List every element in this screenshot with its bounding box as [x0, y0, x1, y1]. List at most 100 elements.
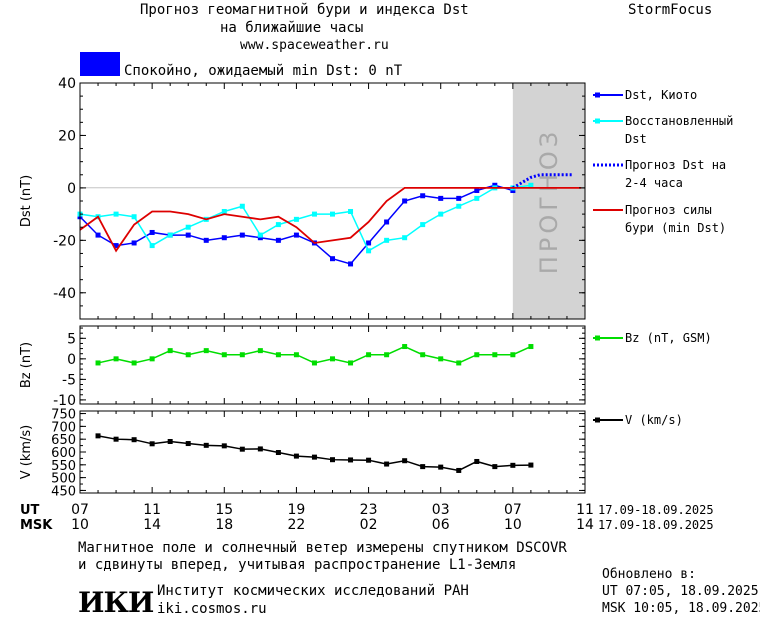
- data-point-2-0-21: [474, 458, 480, 464]
- msk-tick-label-2: 18: [215, 517, 233, 533]
- data-point-1-0-7: [221, 352, 227, 358]
- data-point-1-0-23: [510, 352, 516, 358]
- data-point-2-0-22: [492, 464, 498, 470]
- data-point-0-0-15: [348, 261, 354, 267]
- legend-label-0-1-1: Dst: [625, 132, 647, 146]
- y-tick-label-2-3: 600: [51, 446, 76, 461]
- data-point-1-0-13: [330, 356, 335, 362]
- y-tick-label-1-1: 0: [67, 352, 76, 368]
- y-tick-label-2-6: 450: [51, 484, 76, 499]
- chart-title: Прогноз геомагнитной бури и индекса Dst: [140, 2, 469, 18]
- data-point-1-0-0: [95, 360, 101, 366]
- plot-frame-0: [79, 82, 586, 320]
- ut-tick-label-3: 19: [288, 502, 306, 518]
- data-point-0-1-18: [402, 235, 408, 241]
- ut-tick-label-5: 03: [432, 502, 450, 518]
- legend-label-2-0-0: V (km/s): [625, 413, 683, 427]
- data-point-1-0-5: [185, 352, 191, 358]
- data-point-0-1-6: [185, 224, 191, 230]
- plot-frame-2: [79, 410, 586, 494]
- data-point-0-0-14: [330, 256, 335, 262]
- y-tick-label-2-4: 550: [51, 459, 76, 474]
- ut-axis-label: UT: [20, 503, 40, 518]
- y-tick-label-2-0: 750: [51, 408, 76, 423]
- institute-name: Институт космических исследований РАН: [157, 583, 469, 599]
- data-point-2-0-10: [275, 450, 281, 456]
- series-line-2-0: [97, 435, 531, 472]
- legend-label-1-0-0: Bz (nT, GSM): [625, 331, 712, 345]
- legend-label-0-3-1: бури (min Dst): [625, 221, 726, 235]
- legend-label-0-3-0: Прогноз силы: [625, 203, 712, 217]
- ut-tick-label-4: 23: [360, 502, 378, 518]
- data-point-0-1-2: [113, 211, 119, 217]
- data-point-0-0-6: [185, 232, 191, 238]
- updated-msk: MSK 10:05, 18.09.2025: [602, 601, 760, 616]
- ut-tick-label-7: 11: [576, 502, 594, 518]
- series-line-0-2: [512, 173, 573, 190]
- data-point-0-0-3: [131, 240, 137, 246]
- ut-tick-label-1: 11: [143, 502, 161, 518]
- data-point-1-0-14: [348, 360, 354, 366]
- data-point-2-0-18: [420, 464, 426, 470]
- data-point-0-0-11: [275, 237, 281, 243]
- data-point-0-0-8: [221, 235, 227, 241]
- data-point-0-1-3: [131, 214, 137, 220]
- y-axis-title-2: V (km/s): [19, 425, 34, 480]
- data-point-2-0-23: [510, 462, 516, 468]
- data-point-1-0-2: [131, 360, 137, 366]
- data-point-2-0-9: [257, 446, 263, 452]
- data-point-1-0-16: [384, 352, 390, 358]
- data-point-0-0-23: [492, 182, 498, 188]
- data-point-0-1-25: [528, 182, 534, 188]
- data-point-0-1-20: [438, 211, 444, 217]
- data-point-1-0-12: [311, 360, 317, 366]
- data-point-0-0-4: [149, 229, 155, 235]
- legend-label-0-1-0: Восстановленный: [625, 114, 733, 128]
- data-point-0-0-18: [402, 198, 408, 204]
- storm-status-swatch: [80, 52, 120, 76]
- msk-tick-label-0: 10: [71, 517, 89, 533]
- data-point-0-1-22: [474, 195, 480, 201]
- data-point-2-0-14: [348, 457, 354, 463]
- data-point-0-1-16: [366, 248, 372, 254]
- y-tick-label-1-2: -5: [62, 372, 76, 388]
- msk-tick-label-7: 14: [576, 517, 594, 533]
- data-point-0-1-21: [456, 203, 462, 209]
- data-point-0-1-15: [348, 208, 354, 214]
- data-point-0-1-8: [221, 208, 227, 214]
- data-point-0-0-9: [239, 232, 245, 238]
- site-url: www.spaceweather.ru: [240, 38, 389, 53]
- y-tick-label-1-3: -10: [53, 393, 76, 409]
- institute-url[interactable]: iki.cosmos.ru: [157, 601, 267, 617]
- data-point-0-1-14: [330, 211, 335, 217]
- msk-tick-label-4: 02: [360, 517, 378, 533]
- data-point-0-1-10: [257, 232, 263, 238]
- data-point-2-0-5: [185, 441, 191, 447]
- data-point-2-0-13: [330, 457, 335, 463]
- msk-tick-label-5: 06: [432, 517, 450, 533]
- data-point-0-1-5: [167, 232, 173, 238]
- data-point-0-0-24: [510, 188, 516, 194]
- data-point-0-0-20: [438, 195, 444, 201]
- data-point-0-1-11: [275, 222, 281, 228]
- data-point-0-1-12: [293, 216, 299, 222]
- data-point-2-0-6: [203, 442, 209, 448]
- legend-marker-0-1: [595, 118, 600, 124]
- ut-date-range: 17.09-18.09.2025: [598, 503, 714, 517]
- data-point-0-0-19: [420, 193, 426, 199]
- data-point-2-0-17: [402, 458, 408, 464]
- updated-ut: UT 07:05, 18.09.2025: [602, 584, 759, 599]
- data-point-0-1-13: [311, 211, 317, 217]
- data-point-0-0-16: [366, 240, 372, 246]
- data-point-0-1-19: [420, 222, 426, 228]
- data-point-1-0-6: [203, 348, 209, 354]
- msk-date-range: 17.09-18.09.2025: [598, 518, 714, 532]
- data-point-2-0-16: [384, 461, 390, 467]
- msk-axis-label: MSK: [20, 518, 53, 533]
- series-line-0-1: [79, 184, 532, 252]
- data-point-2-0-24: [528, 462, 534, 468]
- data-point-1-0-22: [492, 352, 498, 358]
- data-point-0-1-9: [239, 203, 245, 209]
- data-point-0-0-7: [203, 237, 209, 243]
- data-point-1-0-20: [456, 360, 462, 366]
